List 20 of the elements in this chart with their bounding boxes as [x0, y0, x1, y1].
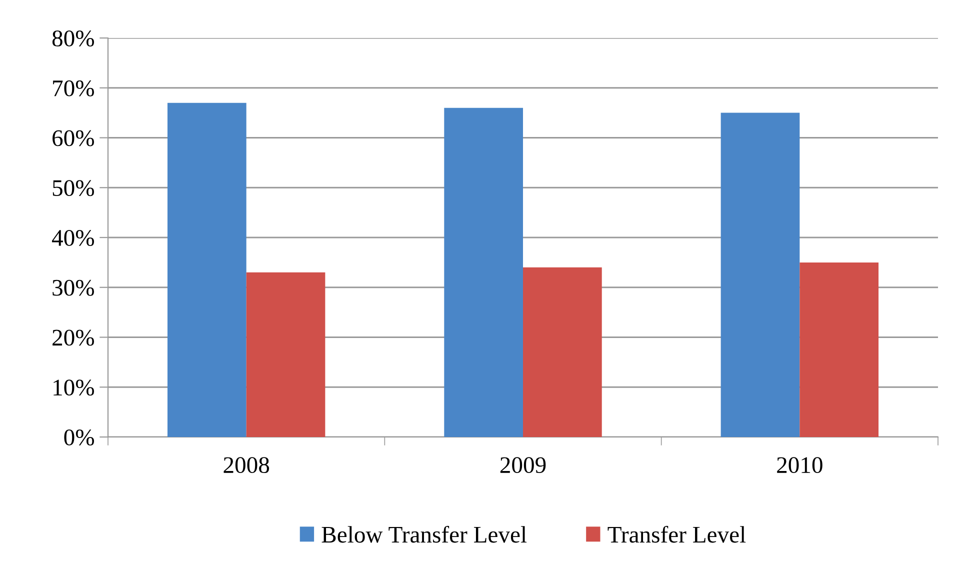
y-tick-label: 0%: [64, 429, 94, 446]
bar: [444, 108, 523, 437]
y-tick-label: 30%: [52, 280, 94, 296]
y-tick-label: 10%: [54, 380, 94, 396]
y-tick-label: 20%: [52, 330, 94, 346]
y-tick-label: 60%: [52, 130, 94, 146]
y-tick-label: 70%: [53, 80, 94, 96]
x-tick-label: 2008: [224, 457, 270, 474]
legend-label: Transfer Level: [608, 526, 746, 543]
y-tick-label: 50%: [52, 180, 94, 196]
bar: [246, 272, 326, 437]
bar: [167, 102, 246, 437]
x-tick-label: 2010: [777, 457, 822, 474]
bar: [523, 267, 602, 437]
legend-label: Below Transfer Level: [322, 526, 527, 543]
bar: [800, 262, 879, 437]
bar: [720, 112, 800, 437]
y-tick-label: 80%: [52, 30, 94, 46]
y-tick-label: 40%: [52, 230, 94, 246]
x-tick-label: 2009: [500, 457, 546, 474]
